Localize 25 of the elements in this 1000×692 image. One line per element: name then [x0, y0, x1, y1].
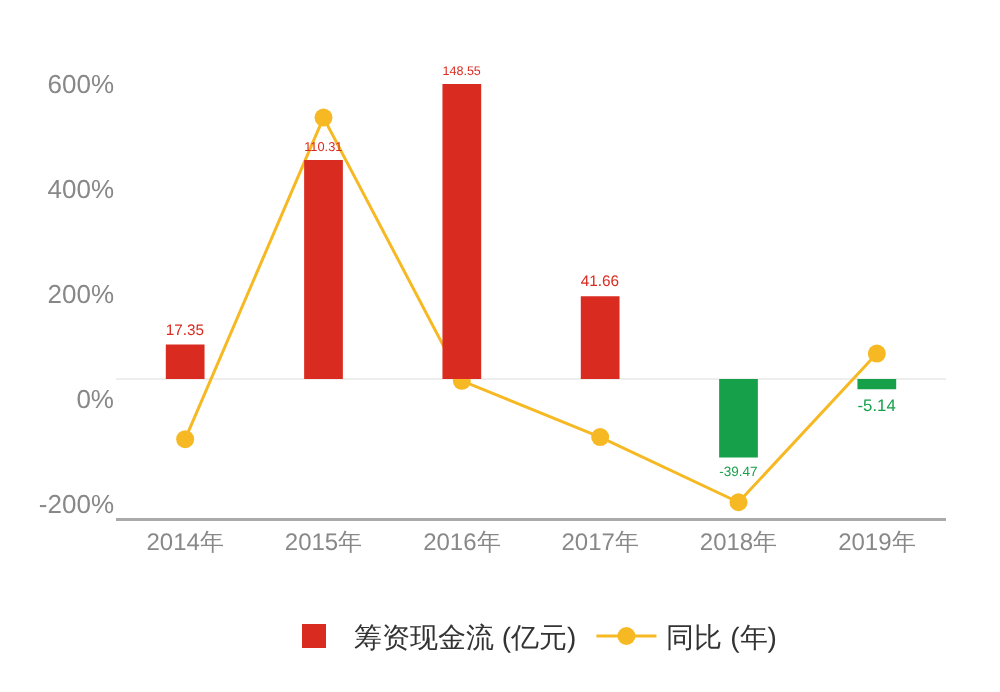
point [176, 430, 195, 449]
point [729, 493, 748, 512]
bar [719, 379, 758, 458]
x-tick-label: 2019年 [838, 527, 916, 556]
x-tick-label: 2016年 [423, 527, 501, 556]
bar [442, 84, 482, 379]
point [314, 108, 333, 127]
bar [304, 159, 343, 379]
point [591, 428, 610, 447]
point [867, 344, 886, 363]
y-tick-label: 200% [47, 279, 115, 310]
x-tick-label: 2015年 [284, 527, 363, 556]
bar [165, 344, 205, 379]
x-tick-label: 2014年 [146, 527, 224, 556]
x-tick-label: 2017年 [561, 527, 639, 556]
legend-label: 同比 (年) [666, 620, 777, 653]
legend-label: 筹资现金流 (亿元) [354, 620, 577, 653]
bar [857, 379, 897, 390]
y-tick-label: 400% [47, 174, 115, 205]
data-label: -5.14 [857, 394, 897, 415]
y-tick-label: -200% [38, 489, 115, 520]
bar [580, 296, 620, 379]
y-tick-label: 0% [76, 384, 115, 415]
y-tick-label: 600% [47, 69, 115, 100]
x-tick-label: 2018年 [699, 527, 778, 556]
